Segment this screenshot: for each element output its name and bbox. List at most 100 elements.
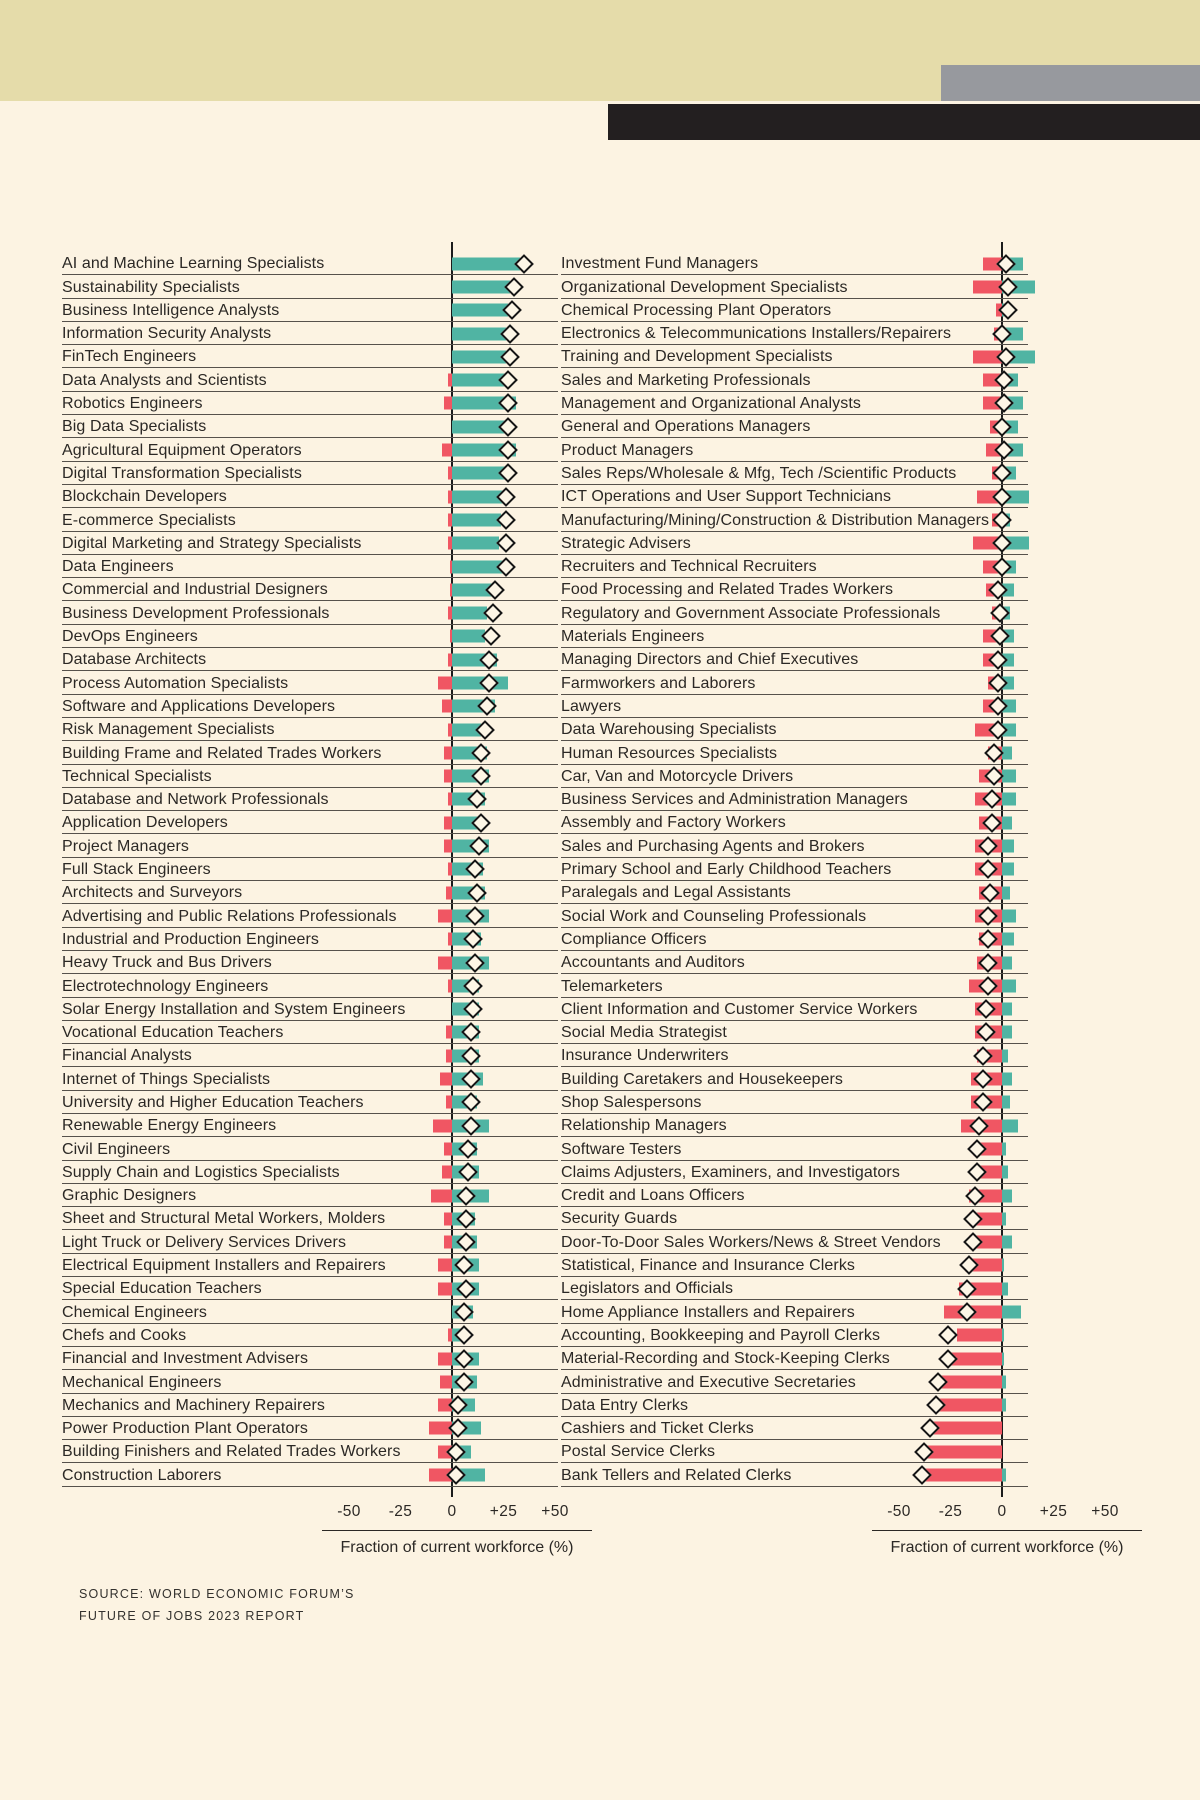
row-chart-cell xyxy=(346,1440,558,1463)
chart-row: Data Warehousing Specialists xyxy=(561,718,1108,742)
tick-label: +25 xyxy=(1039,1503,1068,1520)
row-chart-cell xyxy=(346,1207,558,1230)
growth-bar xyxy=(1002,1305,1021,1319)
decline-bar xyxy=(449,629,452,643)
row-chart-cell xyxy=(896,741,1108,764)
chart-row: Claims Adjusters, Examiners, and Investi… xyxy=(561,1161,1108,1185)
growth-bar xyxy=(1002,1375,1007,1389)
chart-row: Management and Organizational Analysts xyxy=(561,392,1108,416)
row-chart-cell xyxy=(346,648,558,671)
row-chart-cell xyxy=(346,788,558,811)
chart-row: FinTech Engineers xyxy=(62,345,558,369)
tick-label: 0 xyxy=(997,1503,1007,1520)
row-chart-cell xyxy=(896,765,1108,788)
decline-bar xyxy=(431,1189,452,1203)
row-label: Legislators and Officials xyxy=(561,1280,734,1298)
row-label: Digital Marketing and Strategy Specialis… xyxy=(62,534,362,552)
row-chart-cell xyxy=(896,508,1108,531)
row-label: Information Security Analysts xyxy=(62,325,272,343)
growth-bar xyxy=(1002,862,1015,876)
row-label: Manufacturing/Mining/Construction & Dist… xyxy=(561,511,990,529)
chart-row: Regulatory and Government Associate Prof… xyxy=(561,601,1108,626)
row-label: Electrotechnology Engineers xyxy=(62,977,269,995)
chart-row: Primary School and Early Childhood Teach… xyxy=(561,858,1108,882)
decline-bar xyxy=(934,1398,1002,1412)
decline-bar xyxy=(447,932,452,946)
row-label: Telemarketers xyxy=(561,977,663,995)
decline-bar xyxy=(983,257,1002,271)
row-label: Chemical Engineers xyxy=(62,1303,207,1321)
row-chart-cell xyxy=(346,415,558,438)
row-label: Postal Service Clerks xyxy=(561,1443,716,1461)
chart-row: Application Developers xyxy=(62,811,558,835)
row-label: Home Appliance Installers and Repairers xyxy=(561,1303,855,1321)
decline-bar xyxy=(948,1352,1002,1366)
source-line-2: FUTURE OF JOBS 2023 REPORT xyxy=(79,1609,305,1623)
chart-row: Industrial and Production Engineers xyxy=(62,928,558,952)
top-gray-band xyxy=(941,65,1200,101)
row-label: AI and Machine Learning Specialists xyxy=(62,255,325,273)
row-label: Insurance Underwriters xyxy=(561,1047,729,1065)
row-chart-cell xyxy=(896,1417,1108,1440)
row-label: Sales and Purchasing Agents and Brokers xyxy=(561,837,865,855)
growth-bar xyxy=(1002,1282,1009,1296)
row-label: Database Architects xyxy=(62,651,207,669)
chart-row: Legislators and Officials xyxy=(561,1277,1108,1301)
growth-bar xyxy=(1002,746,1013,760)
decline-bar xyxy=(439,1375,452,1389)
decline-bar xyxy=(973,280,1002,294)
row-chart-cell xyxy=(346,555,558,578)
row-label: Shop Salespersons xyxy=(561,1093,702,1111)
growth-bar xyxy=(1002,956,1013,970)
row-chart-cell xyxy=(346,904,558,927)
tick-label: -50 xyxy=(887,1503,911,1520)
chart-row: Graphic Designers xyxy=(62,1184,558,1208)
row-chart-cell xyxy=(346,881,558,904)
chart-row: Database Architects xyxy=(62,648,558,672)
chart-row: Risk Management Specialists xyxy=(62,718,558,742)
decline-bar xyxy=(437,956,452,970)
decline-bar xyxy=(447,792,452,806)
row-chart-cell xyxy=(346,485,558,508)
decline-bar xyxy=(449,560,452,573)
chart-row: Materials Engineers xyxy=(561,625,1108,649)
growth-bar xyxy=(1002,1212,1007,1226)
row-chart-cell xyxy=(346,1161,558,1184)
row-label: Sales Reps/Wholesale & Mfg, Tech /Scient… xyxy=(561,464,957,482)
chart-row: Manufacturing/Mining/Construction & Dist… xyxy=(561,508,1108,532)
row-label: Social Media Strategist xyxy=(561,1024,727,1042)
chart-row: Sheet and Structural Metal Workers, Mold… xyxy=(62,1207,558,1231)
chart-row: Accountants and Auditors xyxy=(561,951,1108,975)
chart-row: Technical Specialists xyxy=(62,765,558,789)
growth-bar xyxy=(1002,1235,1013,1249)
decline-bar xyxy=(437,1258,452,1272)
decline-bar xyxy=(437,1282,452,1296)
row-chart-cell xyxy=(346,392,558,415)
row-chart-cell xyxy=(346,1417,558,1440)
decline-bar xyxy=(443,1142,452,1156)
chart-row: Blockchain Developers xyxy=(62,485,558,509)
row-label: Renewable Energy Engineers xyxy=(62,1117,277,1135)
chart-row: Food Processing and Related Trades Worke… xyxy=(561,578,1108,602)
row-chart-cell xyxy=(896,1114,1108,1137)
row-label: Accountants and Auditors xyxy=(561,954,745,972)
decline-bar xyxy=(447,1328,452,1342)
row-chart-cell xyxy=(346,345,558,368)
chart-row: Big Data Specialists xyxy=(62,415,558,439)
x-axis-ticks-left: -50 -25 0 +25 +50 xyxy=(337,1503,568,1523)
row-chart-cell xyxy=(896,928,1108,951)
row-label: Internet of Things Specialists xyxy=(62,1070,271,1088)
row-label: Investment Fund Managers xyxy=(561,255,759,273)
row-label: Client Information and Customer Service … xyxy=(561,1000,918,1018)
row-chart-cell xyxy=(346,1021,558,1044)
row-label: Paralegals and Legal Assistants xyxy=(561,884,791,902)
chart-row: Special Education Teachers xyxy=(62,1277,558,1301)
row-label: Blockchain Developers xyxy=(62,488,227,506)
row-chart-cell xyxy=(346,695,558,718)
chart-row: Relationship Managers xyxy=(561,1114,1108,1138)
chart-row: Credit and Loans Officers xyxy=(561,1184,1108,1208)
row-chart-cell xyxy=(346,578,558,601)
chart-row: Construction Laborers xyxy=(62,1463,558,1488)
decline-bar xyxy=(931,1421,1002,1435)
decline-bar xyxy=(956,1328,1002,1342)
